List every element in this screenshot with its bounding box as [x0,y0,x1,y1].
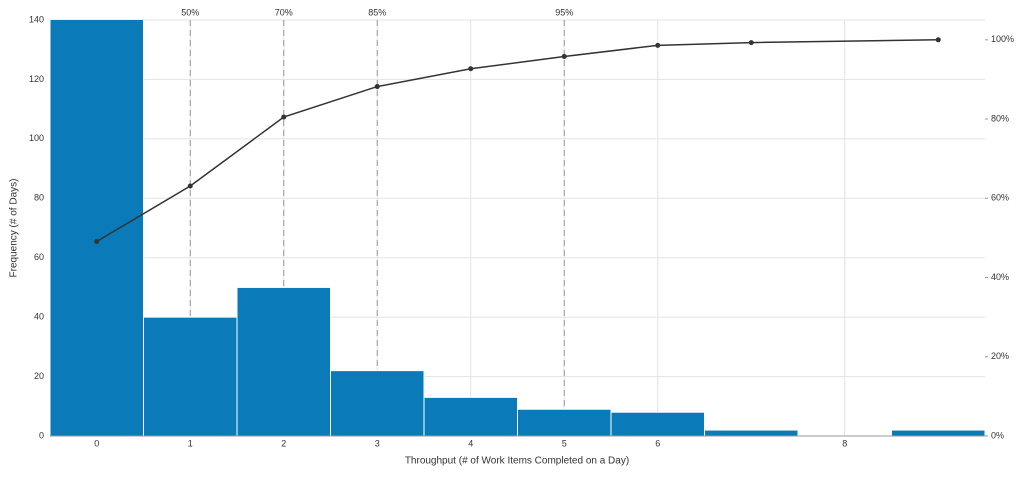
percentile-label: 70% [275,7,293,17]
y-tick-label: 120 [29,74,44,84]
cumulative-point [94,238,100,244]
cumulative-point [374,84,380,90]
cumulative-point [748,40,754,46]
y-tick-label: 80 [34,193,44,203]
cumulative-point [468,66,474,72]
bar [50,20,144,436]
bar [517,408,612,436]
x-tick-label: 3 [375,438,380,448]
bar [891,429,985,436]
x-tick-label: 1 [188,438,193,448]
bar [704,429,799,436]
bar [423,396,518,436]
bar [610,411,705,436]
bar [236,286,331,436]
x-axis-title: Throughput (# of Work Items Completed on… [405,456,629,467]
x-tick-label: 6 [655,438,660,448]
y2-tick-label: 80% [991,113,1009,123]
percentile-label: 95% [555,7,573,17]
y2-tick-label: 60% [991,193,1009,203]
y-tick-label: 140 [29,14,44,24]
y-tick-label: 20 [34,371,44,381]
plot-area [50,20,985,436]
x-tick-label: 8 [842,438,847,448]
cumulative-point [561,53,567,59]
cumulative-point [281,114,287,120]
y-axis-title: Frequency (# of Days) [9,179,20,278]
x-tick-label: 4 [468,438,473,448]
bar [143,316,238,436]
y2-tick-label: 20% [991,351,1009,361]
y2-tick-label: 100% [991,34,1014,44]
y-tick-label: 60 [34,252,44,262]
y-tick-label: 100 [29,133,44,143]
y2-tick-label: 40% [991,272,1009,282]
x-tick-label: 0 [94,438,99,448]
y-tick-label: 0 [39,430,44,440]
cumulative-point [655,42,661,48]
cumulative-point [935,37,941,43]
cumulative-line [96,39,939,243]
x-tick-label: 5 [562,438,567,448]
x-tick-label: 2 [281,438,286,448]
y-tick-label: 40 [34,312,44,322]
bar [330,370,425,436]
percentile-label: 85% [368,7,386,17]
cumulative-point [187,183,193,189]
y2-tick-label: 0% [991,430,1004,440]
percentile-label: 50% [181,7,199,17]
